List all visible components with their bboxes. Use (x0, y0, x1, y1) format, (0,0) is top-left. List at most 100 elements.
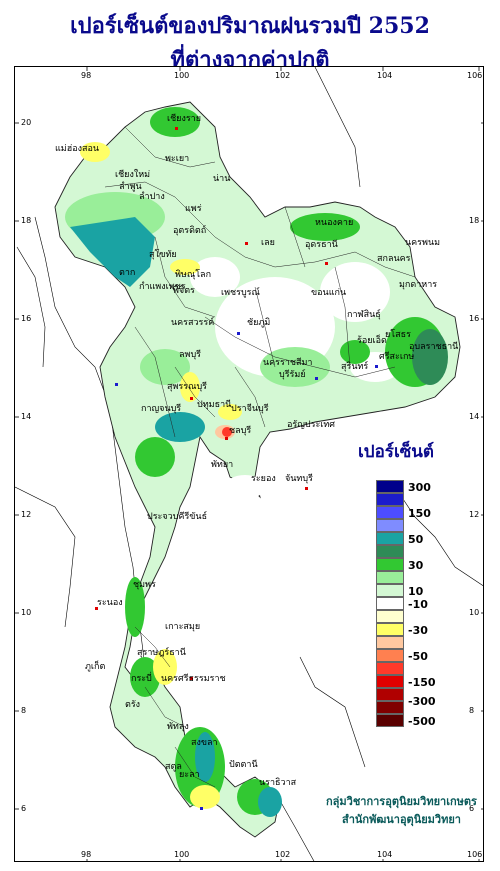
rainfall-map: 98 100 102 104 106 98 100 102 104 106 20… (14, 66, 484, 862)
place-label: พิจิตร (173, 286, 195, 296)
place-label: สุพรรณบุรี (167, 382, 207, 392)
legend-swatch (376, 532, 404, 545)
place-label: สตูล (165, 762, 182, 772)
place-label: ประจวบคีรีขันธ์ (147, 512, 208, 522)
place-label: สงขลา (191, 738, 218, 748)
legend-label: -50 (408, 649, 428, 663)
place-label: ชัยภูมิ (247, 318, 271, 328)
y-tick-label: 14 (21, 412, 32, 421)
place-label: ยะลา (179, 770, 200, 780)
place-label: ยโสธร (385, 330, 411, 340)
credit-line2: สำนักพัฒนาอุตุนิยมวิทยา (342, 813, 461, 826)
place-label: อุบลราชธานี (409, 342, 459, 352)
place-label: กำแพงเพชร (139, 282, 186, 292)
place-label: ชลบุรี (229, 426, 252, 436)
place-label: แม่ฮ่องสอน (55, 144, 100, 154)
place-label: พัทลุง (167, 722, 189, 732)
y-tick-label: 6 (21, 804, 27, 813)
legend-label: 300 (408, 480, 431, 494)
y-tick-label: 18 (469, 216, 480, 225)
place-label: กระบี่ (131, 674, 152, 684)
legend-title: เปอร์เซ็นต์ (358, 442, 434, 462)
place-label: ระนอง (97, 598, 123, 608)
place-label: บุรีรัมย์ (279, 370, 306, 380)
place-label: สกลนคร (377, 254, 411, 264)
y-tick-label: 16 (21, 314, 32, 323)
legend-label: -10 (408, 597, 428, 611)
y-tick-label: 14 (469, 412, 480, 421)
place-label: พะเยา (165, 154, 190, 164)
legend-label: 10 (408, 584, 424, 598)
place-label: เกาะสมุย (165, 622, 201, 632)
place-label: ศรีสะเกษ (379, 352, 415, 362)
place-label: ลำปาง (139, 192, 165, 202)
province-boundaries (104, 126, 416, 788)
place-label: ปราจีนบุรี (231, 404, 269, 414)
place-label: เพชรบูรณ์ (221, 288, 260, 298)
map-canvas (15, 67, 483, 861)
legend-label: 30 (408, 558, 424, 572)
place-label: อรัญประเทศ (287, 420, 336, 430)
legend-swatch (376, 662, 404, 675)
legend-swatch (376, 610, 404, 623)
rainfall-anomaly-shading (65, 107, 448, 817)
legend-swatch (376, 597, 404, 610)
legend-label: -500 (408, 714, 436, 728)
place-label: สุโขทัย (149, 250, 177, 260)
y-tick-label: 20 (21, 118, 32, 127)
place-label: พิษณุโลก (175, 270, 212, 280)
x-tick-label: 100 (174, 850, 190, 859)
place-label: ลพบุรี (179, 350, 201, 360)
station-markers (95, 127, 378, 810)
x-tick-label: 102 (275, 71, 291, 80)
legend-swatch (376, 701, 404, 714)
x-tick-label: 104 (377, 850, 393, 859)
legend-swatch (376, 571, 404, 584)
place-label: พัทยา (211, 460, 234, 470)
x-tick-label: 106 (467, 850, 483, 859)
place-label: อุตรดิตถ์ (173, 226, 207, 236)
legend-swatch (376, 623, 404, 636)
x-tick-label: 104 (377, 71, 393, 80)
place-label: ชุมพร (133, 580, 156, 590)
legend-swatch (376, 584, 404, 597)
y-tick-label: 18 (21, 216, 32, 225)
x-tick-label: 102 (275, 850, 291, 859)
place-label: นราธิวาส (259, 778, 297, 788)
legend-swatch (376, 519, 404, 532)
place-label: นครพนม (405, 238, 441, 248)
place-label: ปัตตานี (229, 760, 258, 770)
x-tick-label: 98 (81, 71, 92, 80)
legend-swatch (376, 545, 404, 558)
place-label: นครศรีธรรมราช (161, 674, 226, 684)
legend-swatch (376, 675, 404, 688)
y-tick-label: 12 (21, 510, 32, 519)
x-tick-label: 100 (174, 71, 190, 80)
legend-swatch (376, 649, 404, 662)
y-tick-label: 10 (469, 608, 480, 617)
place-label: ภูเก็ต (85, 662, 106, 672)
y-tick-label: 12 (469, 510, 480, 519)
place-label: มุกดาหาร (399, 280, 438, 290)
place-label: แพร่ (185, 204, 202, 214)
place-label: ลำพูน (119, 182, 142, 192)
legend-label: -300 (408, 695, 436, 708)
y-tick-label: 16 (469, 314, 480, 323)
y-tick-label: 10 (21, 608, 32, 617)
legend-label: -150 (408, 675, 436, 689)
place-label: นครสวรรค์ (171, 318, 215, 328)
y-tick-label: 8 (21, 706, 27, 715)
place-label: นครราชสีมา (263, 358, 313, 368)
place-label: สุราษฎร์ธานี (137, 648, 186, 658)
legend-swatch (376, 688, 404, 701)
x-tick-label: 106 (467, 71, 483, 80)
place-label: ร้อยเอ็ด (357, 336, 387, 346)
legend-label: 50 (408, 532, 424, 546)
place-label: กาฬสินธุ์ (347, 310, 381, 320)
legend-label: -30 (408, 623, 428, 637)
place-label: น่าน (213, 174, 231, 184)
credit-line1: กลุ่มวิชาการอุตุนิยมวิทยาเกษตร (326, 795, 477, 808)
legend-swatch (376, 714, 404, 727)
x-tick-label: 98 (81, 850, 92, 859)
y-tick-label: 8 (469, 706, 475, 715)
